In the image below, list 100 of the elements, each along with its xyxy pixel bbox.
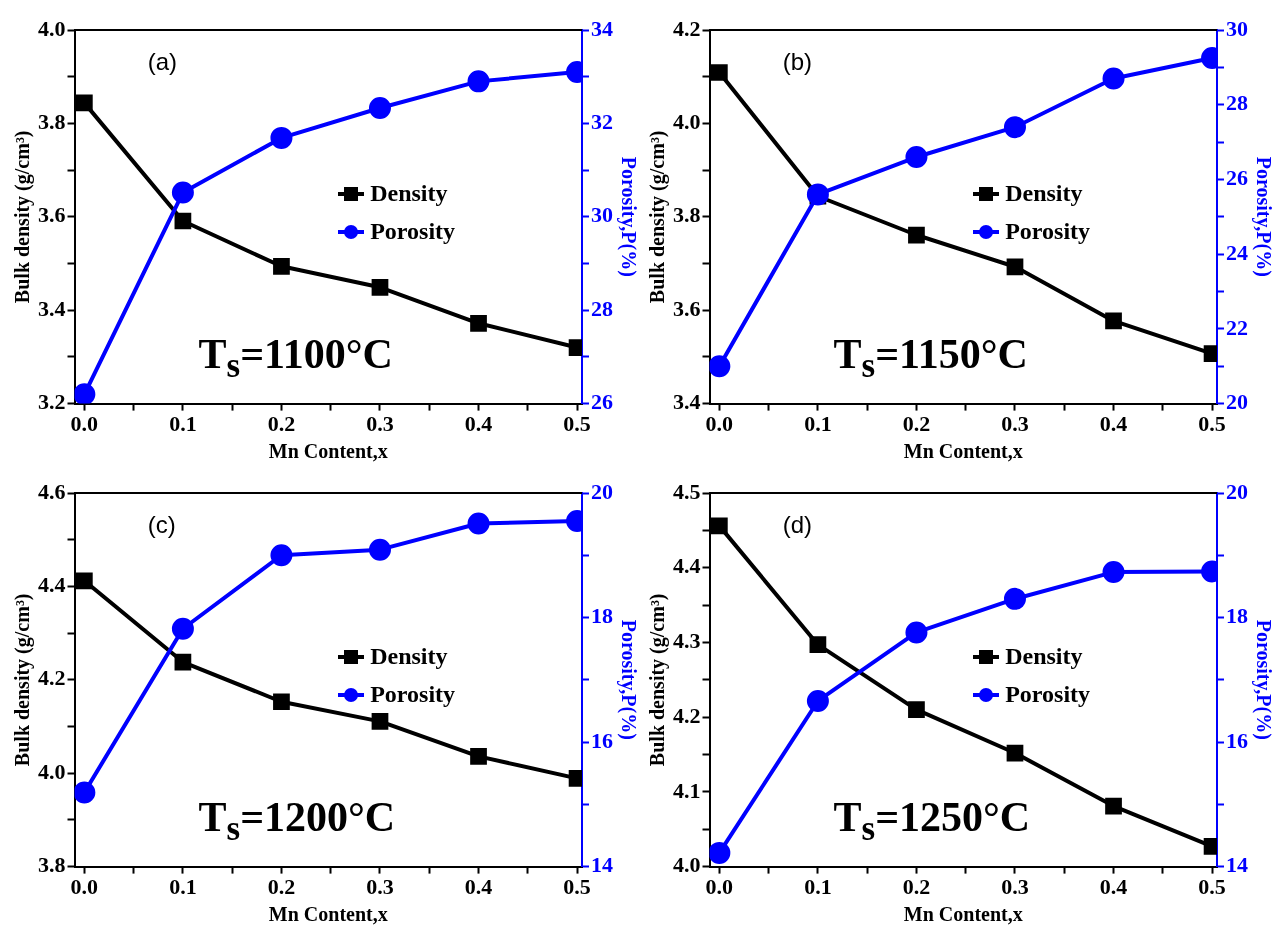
y-axis-title: Bulk density (g/cm³) [11,593,35,767]
point [273,693,290,711]
point [371,278,389,296]
x-tick-label: 0.1 [804,411,832,437]
point [270,544,293,567]
point [1102,561,1125,584]
point [467,70,490,93]
y-tick-label: 4.2 [673,702,701,728]
point [171,617,194,640]
x-tick-label: 0.1 [804,874,832,900]
x-axis-title: Mn Content,x [268,903,388,926]
y2-tick-label: 14 [591,852,613,878]
point [467,512,490,535]
x-tick-label: 0.5 [1198,874,1226,900]
y-tick-label: 4.0 [673,109,701,135]
point [1105,312,1122,330]
point [1105,797,1122,815]
legend-label: Porosity [370,681,456,709]
point [273,257,290,275]
point [1003,587,1026,610]
y2-axis-title: Porosity,P(%) [616,619,640,740]
y-tick-label: 4.0 [38,758,66,784]
y2-axis-title: Porosity,P(%) [616,156,640,277]
annotation: (b) [782,47,813,75]
annotation: (d) [782,510,813,538]
x-tick-label: 0.2 [267,411,296,437]
point [806,689,829,712]
x-axis-title: Mn Content,x [268,440,388,463]
point [470,748,487,765]
y2-tick-label: 24 [1226,239,1248,265]
y2-tick-label: 26 [1226,165,1248,191]
y-tick-label: 4.5 [673,478,701,504]
y2-tick-label: 14 [1226,852,1248,878]
point [908,701,925,719]
y2-tick-label: 30 [1226,15,1248,41]
y-tick-label: 3.4 [38,295,66,321]
annotation: (a) [147,47,178,75]
point [806,183,829,206]
point [171,181,194,204]
point [174,653,192,671]
x-tick-label: 0.2 [902,874,931,900]
legend-label: Porosity [1005,681,1091,709]
x-tick-label: 0.3 [1001,411,1029,437]
y-tick-label: 4.4 [38,572,66,598]
y2-tick-label: 34 [591,15,613,41]
point [1003,116,1026,139]
x-tick-label: 0.4 [1099,874,1128,900]
y-tick-label: 3.8 [38,109,66,135]
point [75,94,93,112]
annotation: T$_{s}$=1100°C [198,330,393,386]
y-axis-title: Bulk density (g/cm³) [646,593,670,767]
x-tick-label: 0.4 [1099,411,1128,437]
point [74,383,96,404]
annotation: T$_{s}$=1200°C [198,793,396,849]
y2-tick-label: 32 [591,109,613,135]
y-axis-title: Bulk density (g/cm³) [11,130,35,304]
point [368,96,391,119]
y-tick-label: 4.0 [38,15,66,41]
x-tick-label: 0.1 [169,411,197,437]
x-tick-label: 0.3 [366,411,394,437]
legend-label: Density [1005,180,1083,208]
y-tick-label: 4.1 [673,777,701,803]
x-axis-title: Mn Content,x [903,440,1023,463]
y-tick-label: 4.0 [673,852,701,878]
x-axis-title: Mn Content,x [903,903,1023,926]
point [908,226,925,244]
y2-axis-title: Porosity,P(%) [1251,156,1275,277]
x-tick-label: 0.0 [705,411,734,437]
x-tick-label: 0.5 [563,411,591,437]
point [809,636,827,654]
y2-tick-label: 30 [591,202,613,228]
x-tick-label: 0.4 [464,411,493,437]
point [709,841,731,864]
point [371,713,389,730]
y-tick-label: 3.4 [673,389,701,415]
y-tick-label: 4.4 [673,553,701,579]
x-tick-label: 0.3 [366,874,394,900]
y2-tick-label: 18 [1226,603,1248,629]
x-tick-label: 0.1 [169,874,197,900]
y-axis-title: Bulk density (g/cm³) [646,130,670,304]
y2-tick-label: 26 [591,389,613,415]
point [1006,258,1024,276]
y2-tick-label: 28 [591,295,613,321]
x-tick-label: 0.2 [902,411,931,437]
y2-tick-label: 28 [1226,90,1248,116]
x-tick-label: 0.3 [1001,874,1029,900]
x-tick-label: 0.0 [70,874,99,900]
point [74,781,96,804]
annotation: T$_{s}$=1150°C [833,330,1028,386]
point [368,538,391,561]
legend-label: Porosity [370,218,456,246]
y-tick-label: 4.6 [38,478,66,504]
y-tick-label: 3.6 [38,202,66,228]
y2-tick-label: 16 [591,727,613,753]
point [1006,744,1024,762]
y2-axis-title: Porosity,P(%) [1251,619,1275,740]
x-tick-label: 0.0 [70,411,99,437]
point [75,572,93,590]
y2-tick-label: 20 [591,478,613,504]
annotation: T$_{s}$=1250°C [833,793,1031,849]
